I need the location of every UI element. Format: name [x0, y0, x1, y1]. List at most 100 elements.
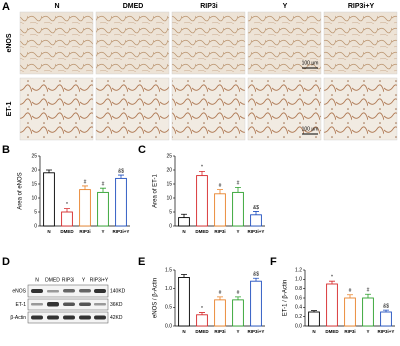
y-tick-label: 5	[169, 209, 172, 215]
y-tick-label: 0.8	[295, 286, 302, 292]
annotation: *	[66, 202, 68, 208]
x-tick-label: RIP3i+Y	[113, 229, 130, 234]
x-tick-label: RIP3i	[214, 229, 225, 234]
y-tick-label: 1.2	[295, 267, 302, 273]
bar	[178, 217, 190, 227]
x-tick-label: DMED	[60, 229, 74, 234]
western-blot	[27, 284, 109, 324]
x-tick-label: RIP3i	[79, 229, 90, 234]
lane-label: N	[35, 277, 39, 283]
x-tick-label: N	[47, 229, 50, 234]
x-tick-label: RIP3i+Y	[378, 329, 395, 334]
y-tick-label: 0	[34, 223, 37, 229]
y-tick-label: 1.0	[295, 277, 302, 283]
error-bar	[365, 293, 371, 298]
annotation: #	[237, 290, 240, 296]
bar	[196, 175, 208, 227]
column-label: RIP3i+Y	[348, 3, 375, 10]
y-axis-label: ET-1 / β-Actin	[283, 280, 289, 316]
x-tick-label: Y	[236, 329, 239, 334]
y-tick-label: 1.5	[165, 267, 172, 273]
error-bar	[253, 211, 259, 215]
micrograph	[95, 11, 170, 75]
lane-label: RIP3i	[62, 277, 74, 283]
protein-label: ET-1	[15, 302, 26, 308]
scale-bar-label: 100 μm	[302, 126, 319, 132]
error-bar	[181, 213, 187, 218]
panel-letter: F	[270, 256, 277, 268]
micrograph	[19, 77, 94, 141]
error-bar	[64, 208, 70, 212]
micrograph	[247, 11, 322, 75]
y-tick-label: 10	[166, 195, 172, 201]
y-tick-label: 20	[166, 167, 172, 173]
y-tick-label: 25	[31, 153, 37, 159]
micrograph	[95, 77, 170, 141]
scale-bar-label: 100 μm	[302, 60, 319, 66]
error-bar	[199, 312, 205, 315]
annotation: *	[201, 306, 203, 312]
lane-label: Y	[82, 277, 86, 283]
error-bar	[217, 189, 223, 194]
y-tick-label: 20	[31, 167, 37, 173]
lane-label: RIP3i+Y	[90, 277, 109, 283]
x-tick-label: DMED	[325, 329, 339, 334]
y-tick-label: 15	[166, 181, 172, 187]
y-tick-label: 0.4	[295, 305, 302, 311]
micrograph	[323, 77, 398, 141]
y-tick-label: 15	[31, 181, 37, 187]
error-bar	[383, 309, 389, 312]
bar	[178, 277, 190, 327]
x-tick-label: Y	[366, 329, 369, 334]
column-label: N	[54, 3, 59, 10]
error-bar	[329, 280, 335, 284]
y-tick-label: 0.2	[295, 314, 302, 320]
bar	[250, 280, 262, 327]
error-bar	[311, 310, 317, 312]
x-tick-label: N	[312, 329, 315, 334]
panel-letter: D	[2, 256, 10, 268]
error-bar	[181, 274, 187, 278]
error-bar	[199, 171, 205, 176]
bar	[232, 191, 244, 227]
error-bar	[253, 277, 259, 282]
bar	[344, 297, 356, 327]
y-tick-label: 0	[169, 223, 172, 229]
y-tick-label: 1.0	[165, 286, 172, 292]
y-tick-label: 0.6	[295, 295, 302, 301]
x-tick-label: Y	[236, 229, 239, 234]
error-bar	[235, 186, 241, 193]
y-axis-label: eNOS / β-Actin	[153, 278, 159, 318]
annotation: &$	[253, 272, 259, 278]
bar	[97, 191, 109, 227]
row-label: ET-1	[6, 102, 13, 117]
x-tick-label: RIP3i	[214, 329, 225, 334]
panel-letter: B	[2, 144, 10, 156]
x-tick-label: Y	[101, 229, 104, 234]
column-label: DMED	[123, 3, 144, 10]
y-tick-label: 25	[166, 153, 172, 159]
bar	[196, 314, 208, 327]
bar	[232, 299, 244, 327]
micrograph	[19, 11, 94, 75]
x-tick-label: DMED	[195, 329, 209, 334]
y-tick-label: 5	[34, 209, 37, 215]
x-tick-label: RIP3i+Y	[248, 329, 265, 334]
y-tick-label: 0.0	[165, 323, 172, 329]
bar	[43, 172, 55, 227]
column-label: Y	[283, 3, 288, 10]
size-label: 36KD	[110, 302, 123, 308]
error-bar	[235, 296, 241, 300]
error-bar	[217, 296, 223, 300]
x-tick-label: RIP3i	[344, 329, 355, 334]
bar	[214, 299, 226, 327]
annotation: #	[219, 183, 222, 189]
annotation: *	[331, 275, 333, 281]
x-tick-label: RIP3i+Y	[248, 229, 265, 234]
annotation: &$	[118, 168, 124, 174]
bar	[214, 193, 226, 227]
bar	[115, 177, 127, 227]
protein-label: β-Actin	[10, 315, 26, 321]
